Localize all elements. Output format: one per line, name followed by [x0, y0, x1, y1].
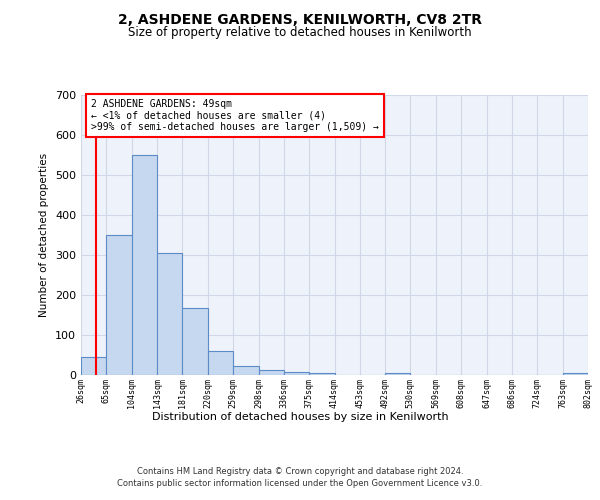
Bar	[132, 155, 157, 375]
Bar	[106, 235, 132, 375]
Text: Contains HM Land Registry data © Crown copyright and database right 2024.: Contains HM Land Registry data © Crown c…	[137, 468, 463, 476]
Text: Contains public sector information licensed under the Open Government Licence v3: Contains public sector information licen…	[118, 479, 482, 488]
Bar	[259, 370, 284, 375]
Bar	[233, 366, 259, 375]
Text: 2 ASHDENE GARDENS: 49sqm
← <1% of detached houses are smaller (4)
>99% of semi-d: 2 ASHDENE GARDENS: 49sqm ← <1% of detach…	[91, 99, 379, 132]
Bar	[309, 373, 335, 375]
Bar	[81, 357, 106, 375]
Text: Size of property relative to detached houses in Kenilworth: Size of property relative to detached ho…	[128, 26, 472, 39]
Bar	[563, 372, 588, 375]
Bar	[385, 372, 410, 375]
Y-axis label: Number of detached properties: Number of detached properties	[40, 153, 49, 317]
Text: Distribution of detached houses by size in Kenilworth: Distribution of detached houses by size …	[152, 412, 448, 422]
Bar	[157, 253, 182, 375]
Text: 2, ASHDENE GARDENS, KENILWORTH, CV8 2TR: 2, ASHDENE GARDENS, KENILWORTH, CV8 2TR	[118, 12, 482, 26]
Bar	[284, 372, 309, 375]
Bar	[208, 351, 233, 375]
Bar	[182, 308, 208, 375]
